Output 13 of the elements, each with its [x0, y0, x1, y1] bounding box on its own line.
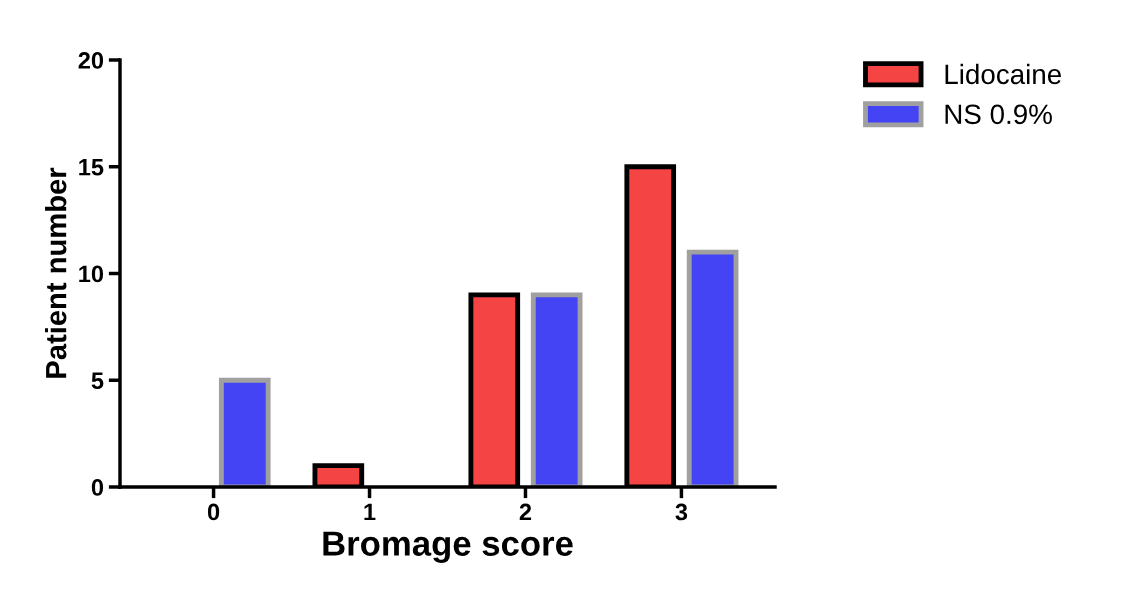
legend-label: NS 0.9%	[945, 104, 1052, 125]
y-axis-title: Patient number	[45, 167, 67, 378]
x-axis-title: Bromage score	[323, 531, 573, 563]
x-tick-label: 1	[364, 503, 376, 521]
y-tick-label: 20	[78, 52, 104, 69]
x-tick-label: 0	[207, 503, 220, 521]
x-tick-label: 3	[675, 503, 688, 521]
x-tick-label: 2	[519, 503, 532, 521]
legend-label: Lidocaine	[945, 63, 1061, 85]
y-tick-label: 15	[79, 159, 104, 176]
y-tick-label: 5	[91, 372, 104, 390]
y-tick-label: 10	[79, 265, 104, 283]
y-tick-label: 0	[91, 479, 104, 496]
